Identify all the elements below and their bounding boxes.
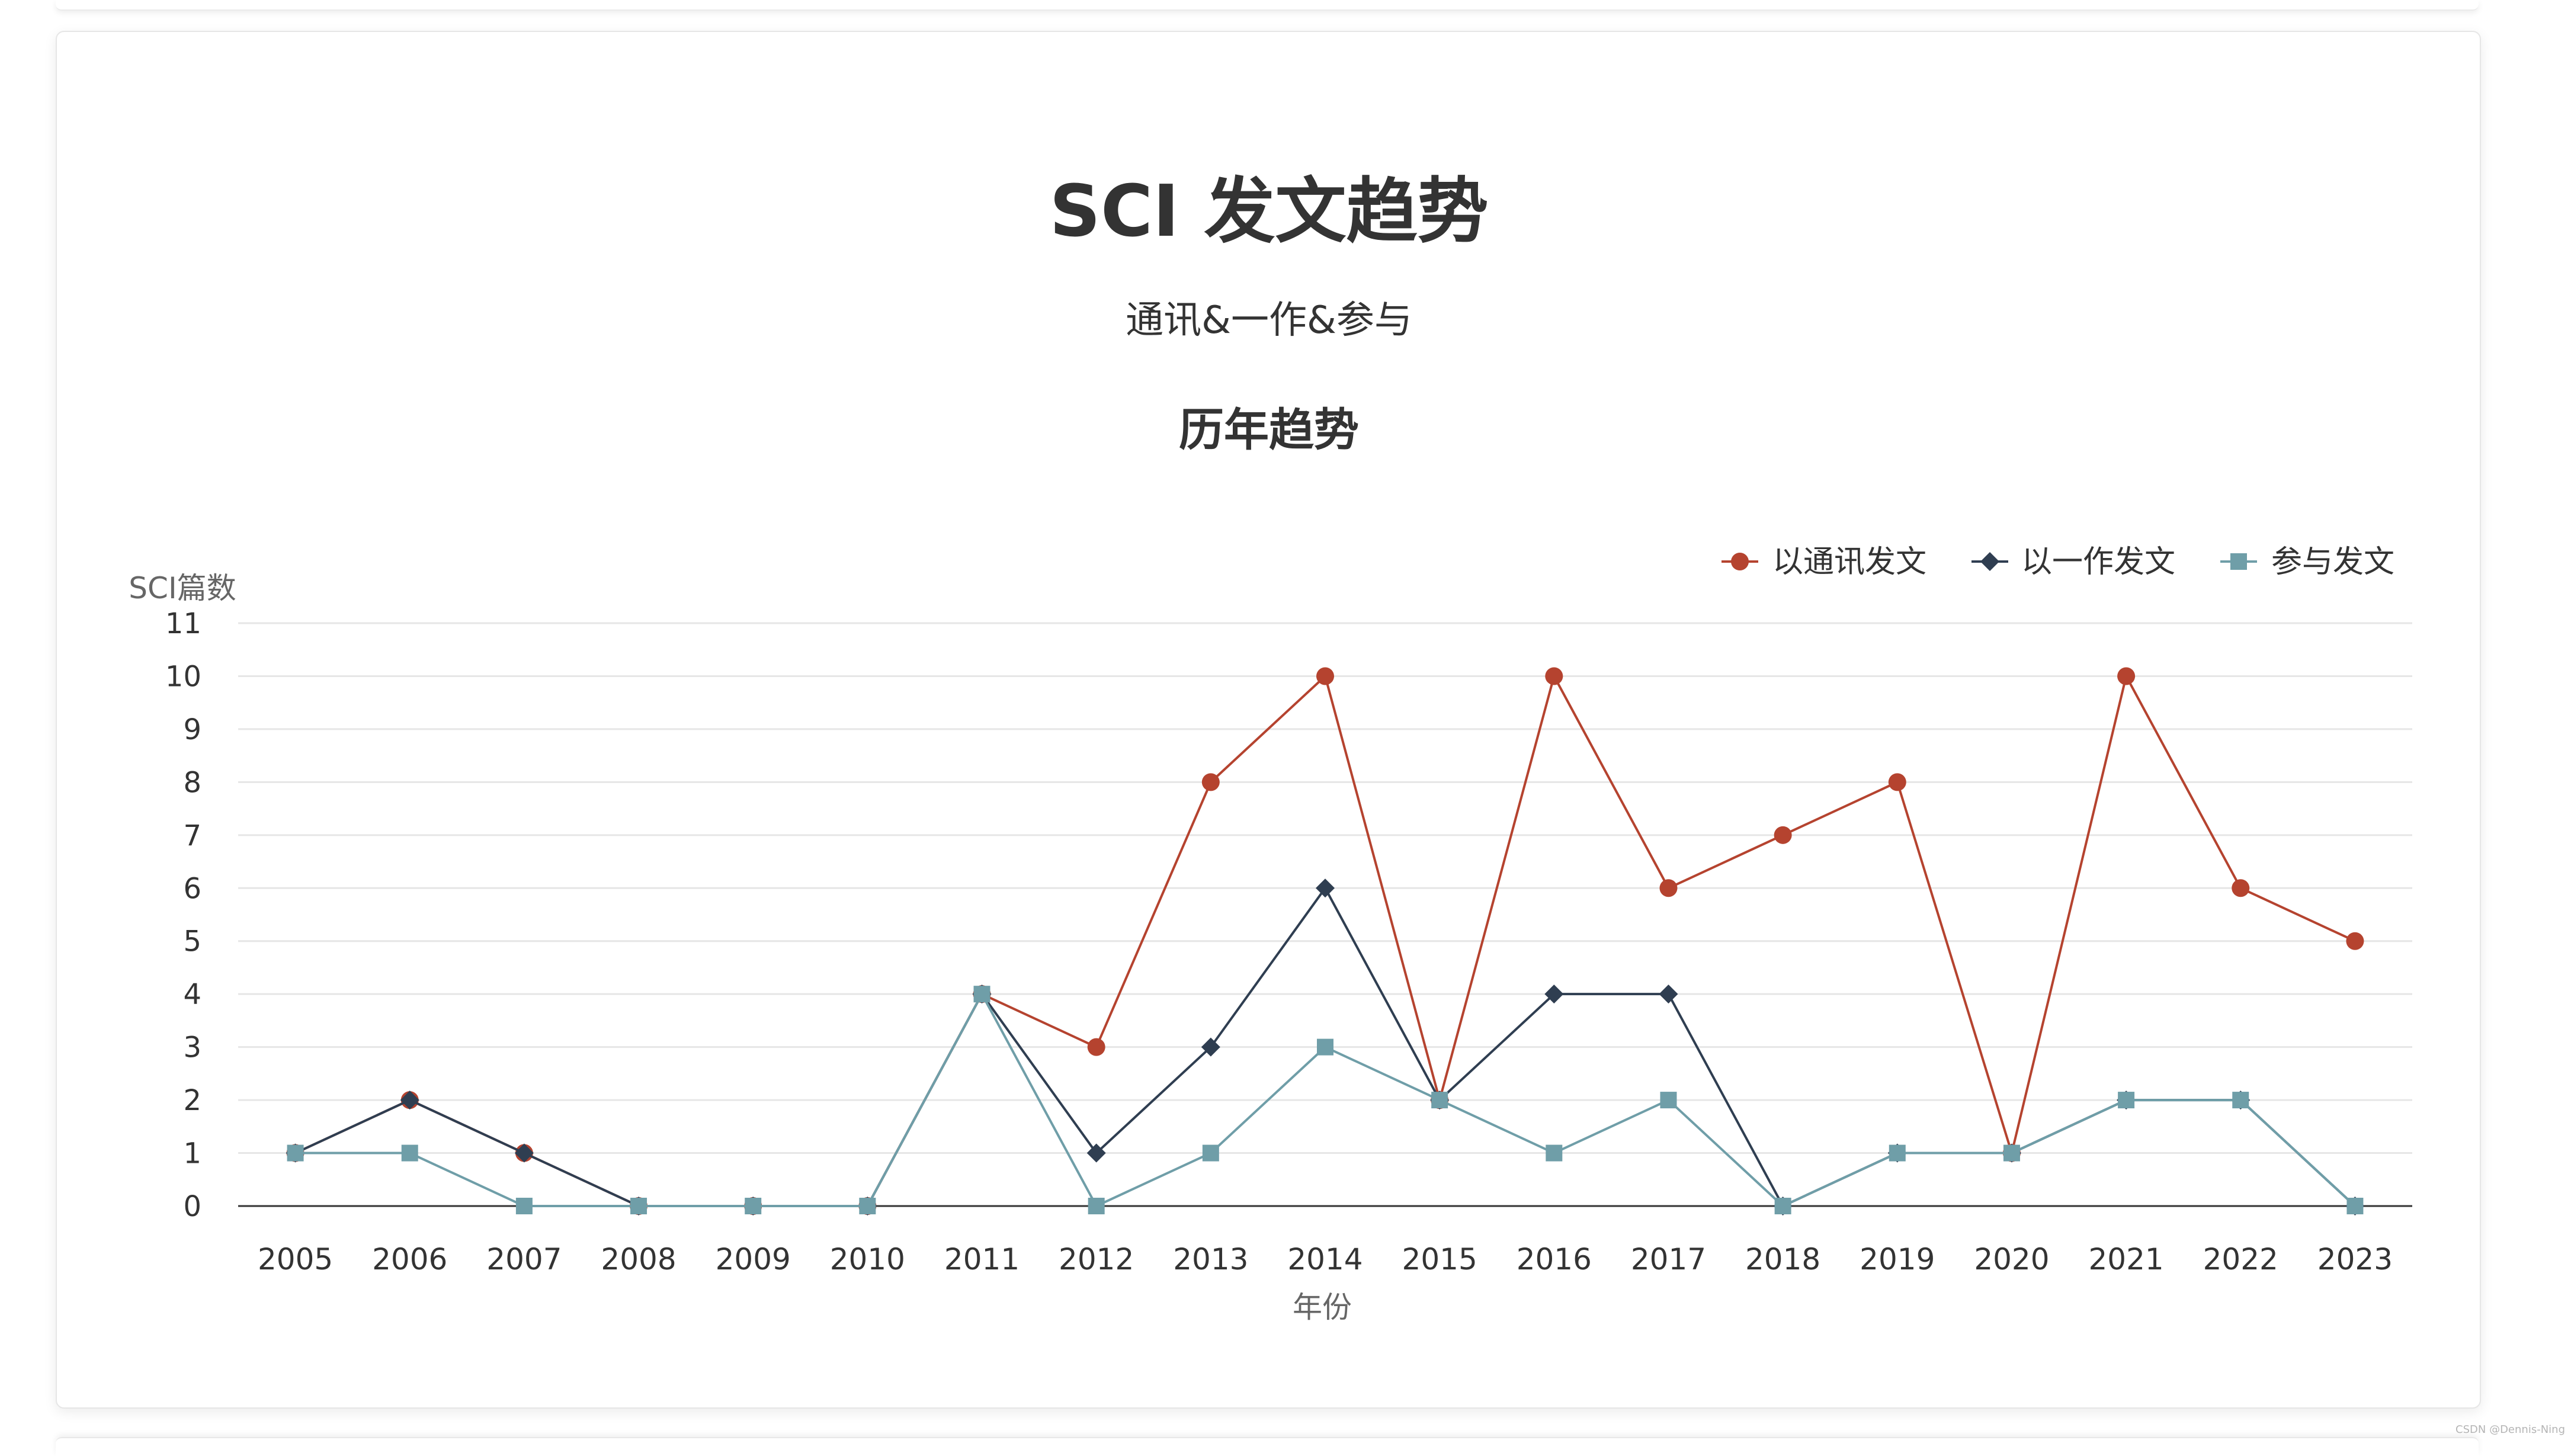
y-axis-label: SCI篇数 [129,571,236,605]
legend-item[interactable]: 以通讯发文 [1722,544,1926,580]
x-tick-label: 2014 [1287,1242,1363,1277]
y-tick-label: 5 [183,925,201,958]
y-tick-label: 11 [165,607,201,640]
next-card-edge [56,1437,2479,1456]
x-tick-label: 2019 [1860,1242,1935,1277]
data-point[interactable] [1316,878,1335,897]
y-tick-label: 8 [183,766,201,799]
legend-label: 以通讯发文 [1772,544,1926,580]
data-point[interactable] [400,1091,419,1109]
legend-item[interactable]: 参与发文 [2220,544,2394,580]
data-point[interactable] [745,1198,761,1214]
data-point[interactable] [1317,1039,1333,1056]
data-point[interactable] [2003,1145,2020,1162]
data-point[interactable] [1546,1145,1562,1162]
legend[interactable]: 以通讯发文 以一作发文 参与发文 [1722,544,2394,580]
legend-marker[interactable] [1980,552,1999,571]
data-point[interactable] [1889,773,1906,791]
data-point[interactable] [2117,667,2135,685]
data-point[interactable] [2118,1092,2134,1108]
data-point[interactable] [1775,1198,1791,1214]
x-tick-label: 2008 [601,1242,676,1277]
y-tick-label: 2 [183,1084,201,1117]
data-point[interactable] [2346,932,2364,950]
data-point[interactable] [1431,1092,1448,1108]
chart-section-title: 历年趋势 [1179,403,1359,456]
x-tick-label: 2023 [2317,1242,2393,1277]
data-point[interactable] [1088,1198,1105,1214]
x-tick-label: 2016 [1517,1242,1592,1277]
x-tick-label: 2015 [1402,1242,1477,1277]
x-tick-label: 2006 [372,1242,447,1277]
x-tick-label: 2020 [1974,1242,2049,1277]
legend-marker[interactable] [2230,553,2247,570]
legend-label: 参与发文 [2271,544,2394,580]
x-tick-label: 2011 [944,1242,1020,1277]
y-tick-labels: 0 1 2 3 4 5 6 7 8 9 10 11 [165,607,201,1223]
y-tick-label: 0 [183,1190,201,1223]
x-tick-label: 2007 [486,1242,562,1277]
legend-label: 以一作发文 [2021,544,2175,580]
x-tick-label: 2013 [1173,1242,1248,1277]
data-point[interactable] [287,1145,304,1162]
x-tick-labels: 2005 2006 2007 2008 2009 2010 2011 2012 2013 2014… [258,1242,2393,1277]
y-tick-label: 1 [183,1137,201,1170]
x-tick-label: 2009 [716,1242,791,1277]
x-tick-label: 2005 [258,1242,333,1277]
x-tick-label: 2018 [1745,1242,1820,1277]
data-point[interactable] [516,1198,533,1214]
data-point[interactable] [1203,1145,1219,1162]
x-tick-label: 2010 [830,1242,905,1277]
y-tick-label: 6 [183,872,201,905]
x-tick-label: 2022 [2203,1242,2278,1277]
data-point[interactable] [2232,1092,2249,1108]
data-point[interactable] [515,1144,534,1163]
y-tick-label: 10 [165,660,201,693]
x-tick-label: 2021 [2088,1242,2163,1277]
data-point[interactable] [1202,773,1220,791]
data-point[interactable] [2232,879,2249,897]
data-point[interactable] [1889,1145,1906,1162]
data-point[interactable] [1545,667,1563,685]
data-point[interactable] [1316,667,1334,685]
y-tick-label: 4 [183,978,201,1011]
data-point[interactable] [630,1198,647,1214]
legend-item[interactable]: 以一作发文 [1971,544,2175,580]
data-point[interactable] [859,1198,876,1214]
y-tick-label: 9 [183,713,201,746]
data-point[interactable] [1659,984,1678,1003]
x-tick-label: 2017 [1631,1242,1706,1277]
x-tick-label: 2012 [1059,1242,1134,1277]
chart-title: SCI 发文趋势 [1050,171,1489,253]
legend-marker[interactable] [1731,553,1749,570]
data-point[interactable] [1659,879,1677,897]
x-axis-label: 年份 [1293,1290,1352,1324]
watermark-text: CSDN @Dennis-Ning [2455,1423,2565,1436]
data-point[interactable] [2346,1198,2363,1214]
y-tick-label: 7 [183,819,201,852]
data-point[interactable] [1660,1092,1676,1108]
data-point[interactable] [1774,826,1792,844]
y-tick-label: 3 [183,1031,201,1064]
data-point[interactable] [402,1145,418,1162]
data-point[interactable] [974,986,990,1002]
data-point[interactable] [1088,1038,1105,1056]
chart-subtitle: 通讯&一作&参与 [1126,299,1412,342]
